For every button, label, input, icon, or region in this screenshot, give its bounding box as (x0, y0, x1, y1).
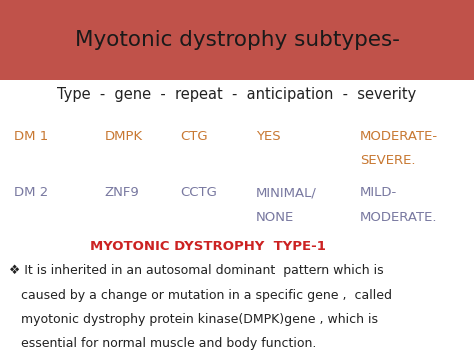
Text: ❖ It is inherited in an autosomal dominant  pattern which is: ❖ It is inherited in an autosomal domina… (9, 264, 384, 278)
Text: DM 2: DM 2 (14, 186, 48, 200)
Text: DM 1: DM 1 (14, 130, 48, 143)
Text: NONE: NONE (256, 211, 294, 224)
Text: caused by a change or mutation in a specific gene ,  called: caused by a change or mutation in a spec… (9, 289, 392, 302)
Text: Myotonic dystrophy subtypes-: Myotonic dystrophy subtypes- (74, 30, 400, 50)
Text: SEVERE.: SEVERE. (360, 154, 416, 168)
Text: CCTG: CCTG (180, 186, 217, 200)
Text: CTG: CTG (180, 130, 208, 143)
Text: YES: YES (256, 130, 281, 143)
Text: myotonic dystrophy protein kinase(DMPK)gene , which is: myotonic dystrophy protein kinase(DMPK)g… (9, 313, 378, 326)
Text: DMPK: DMPK (104, 130, 142, 143)
Text: MODERATE-: MODERATE- (360, 130, 438, 143)
Text: MINIMAL/: MINIMAL/ (256, 186, 317, 200)
FancyBboxPatch shape (0, 0, 474, 80)
Text: Type  -  gene  -  repeat  -  anticipation  -  severity: Type - gene - repeat - anticipation - se… (57, 87, 417, 102)
Text: MODERATE.: MODERATE. (360, 211, 438, 224)
Text: ZNF9: ZNF9 (104, 186, 139, 200)
Text: essential for normal muscle and body function.: essential for normal muscle and body fun… (9, 337, 317, 350)
Text: MYOTONIC DYSTROPHY  TYPE-1: MYOTONIC DYSTROPHY TYPE-1 (90, 240, 326, 253)
Text: MILD-: MILD- (360, 186, 398, 200)
